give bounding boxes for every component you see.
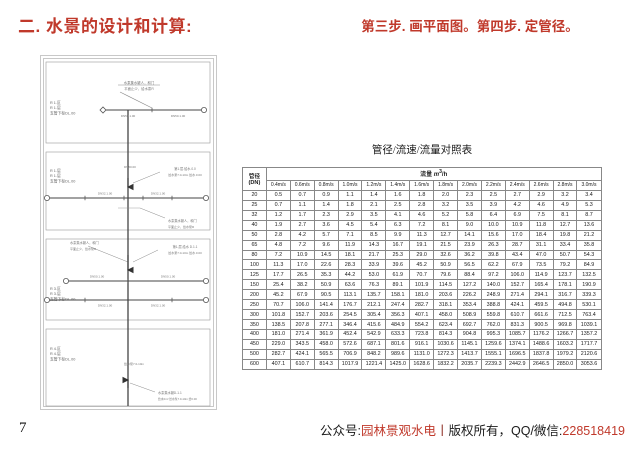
svg-text:DN50.1.00: DN50.1.00: [161, 275, 176, 279]
svg-text:支管下标DL.00: 支管下标DL.00: [50, 178, 75, 183]
svg-text:第1.层.给水.0.0: 第1.层.给水.0.0: [174, 166, 196, 171]
svg-text:水泵集水罐人，和门: 水泵集水罐人，和门: [124, 80, 155, 85]
svg-text:R 1.区: R 1.区: [50, 101, 61, 105]
svg-text:水泵集水罐D-1.1: 水泵集水罐D-1.1: [158, 390, 182, 395]
svg-text:DN32.1.00: DN32.1.00: [151, 192, 166, 196]
svg-text:平面止少，给水泵R: 平面止少，给水泵R: [124, 86, 154, 91]
svg-text:平面止少，给水泵R: 平面止少，给水泵R: [168, 224, 195, 229]
svg-text:DN50.1.00: DN50.1.00: [90, 275, 105, 279]
svg-text:DN32.1.00: DN32.1.00: [98, 304, 113, 308]
svg-text:R 4.区: R 4.区: [50, 347, 61, 351]
svg-text:给水泵7.0-10m 给水.0.00: 给水泵7.0-10m 给水.0.00: [168, 172, 202, 177]
svg-text:DN50.00: DN50.00: [124, 165, 136, 169]
svg-text:DN50.1.00: DN50.1.00: [121, 114, 136, 118]
svg-text:R 1.层: R 1.层: [50, 173, 61, 178]
svg-text:DN50.1.00: DN50.1.00: [171, 114, 186, 118]
svg-text:给水0m³ 给水泵7.0-10m 给0.00: 给水0m³ 给水泵7.0-10m 给0.00: [158, 397, 197, 401]
svg-text:水泵集水罐人，和门: 水泵集水罐人，和门: [70, 240, 99, 245]
svg-text:R 1.层: R 1.层: [50, 105, 61, 110]
svg-text:R 3.区: R 3.区: [50, 287, 61, 291]
svg-text:R 3.层: R 3.层: [50, 291, 61, 296]
svg-text:支管下标DL.00: 支管下标DL.00: [50, 356, 75, 361]
svg-text:支管下标DL.00: 支管下标DL.00: [50, 296, 75, 301]
svg-text:水泵集水罐人，和门: 水泵集水罐人，和门: [168, 218, 197, 223]
svg-text:给水泵7.0-10m: 给水泵7.0-10m: [124, 361, 145, 366]
svg-text:支管下标DL.00: 支管下标DL.00: [50, 110, 75, 115]
svg-text:R 4.层: R 4.层: [50, 351, 61, 356]
svg-text:第1.层.给水 D.1.1: 第1.层.给水 D.1.1: [173, 244, 198, 249]
svg-text:DN32.1.00: DN32.1.00: [151, 304, 166, 308]
svg-text:给水泵7.0-10m 给水.0.00: 给水泵7.0-10m 给水.0.00: [168, 250, 202, 255]
svg-text:平面止少，给水泵R: 平面止少，给水泵R: [70, 246, 97, 251]
svg-text:R 1.层: R 1.层: [50, 168, 61, 173]
svg-text:DN32.1.00: DN32.1.00: [98, 192, 113, 196]
